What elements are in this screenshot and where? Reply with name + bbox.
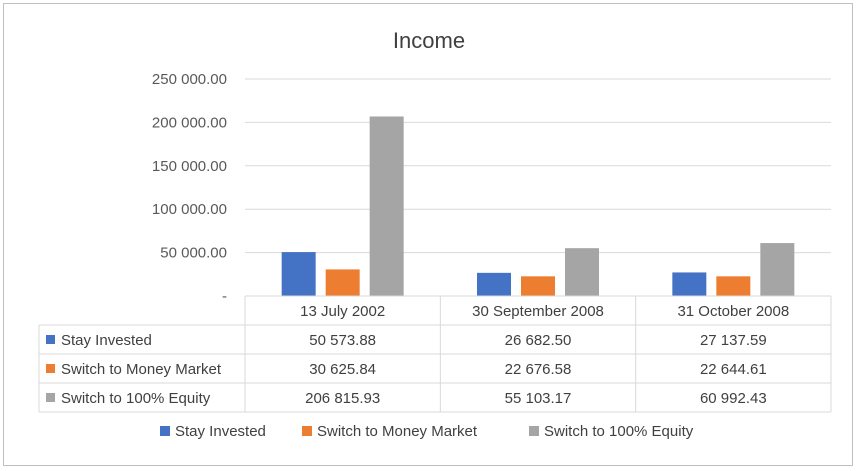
legend-swatch xyxy=(160,426,170,436)
legend-swatch xyxy=(529,426,539,436)
table-series-label: Switch to Money Market xyxy=(61,361,222,378)
legend-swatch xyxy=(302,426,312,436)
legend-entry: Stay Invested xyxy=(175,423,266,440)
y-tick-label: 150 000.00 xyxy=(152,158,227,175)
table-header-cell: 30 September 2008 xyxy=(472,303,604,320)
chart-frame: Income - 50 000.00 100 000.00 150 000.00 200… xyxy=(3,3,853,466)
bar xyxy=(521,276,555,296)
table-value-cell: 30 625.84 xyxy=(309,361,376,378)
table-value-cell: 55 103.17 xyxy=(505,390,572,407)
legend-entry: Switch to 100% Equity xyxy=(544,423,694,440)
y-tick-label: 50 000.00 xyxy=(160,245,227,262)
table-value-cell: 27 137.59 xyxy=(700,332,767,349)
table-series-label: Switch to 100% Equity xyxy=(61,390,211,407)
table-value-cell: 26 682.50 xyxy=(505,332,572,349)
table-value-cell: 22 644.61 xyxy=(700,361,767,378)
y-tick-label: 100 000.00 xyxy=(152,201,227,218)
bar xyxy=(281,252,316,296)
table-value-cell: 50 573.88 xyxy=(309,332,376,349)
table-value-cell: 206 815.93 xyxy=(305,390,380,407)
bar xyxy=(369,116,404,297)
bar xyxy=(325,269,360,296)
y-axis-ticks: - 50 000.00 100 000.00 150 000.00 200 000.00… xyxy=(152,71,227,305)
bar xyxy=(716,276,751,296)
legend-entry: Switch to Money Market xyxy=(317,423,478,440)
chart-title: Income xyxy=(393,28,465,53)
legend: Stay Invested Switch to Money Market Switc… xyxy=(160,423,694,440)
y-tick-label: 250 000.00 xyxy=(152,71,227,88)
bar xyxy=(565,248,599,296)
table-legend-key xyxy=(46,393,55,402)
y-tick-label: - xyxy=(222,288,227,305)
table-header-cell: 13 July 2002 xyxy=(300,303,385,320)
table-series-label: Stay Invested xyxy=(61,332,152,349)
table-legend-key xyxy=(46,335,55,344)
data-table: 13 July 2002 30 September 2008 31 October … xyxy=(38,295,832,413)
table-value-cell: 60 992.43 xyxy=(700,390,767,407)
table-header-cell: 31 October 2008 xyxy=(677,303,789,320)
table-legend-key xyxy=(46,364,55,373)
bar xyxy=(760,243,795,296)
y-tick-label: 200 000.00 xyxy=(152,114,227,131)
bars-layer xyxy=(281,116,795,297)
bar xyxy=(672,272,707,296)
bar xyxy=(477,272,511,296)
grid-layer xyxy=(245,78,831,254)
chart-canvas: Income - 50 000.00 100 000.00 150 000.00 200… xyxy=(38,28,832,440)
table-value-cell: 22 676.58 xyxy=(505,361,572,378)
